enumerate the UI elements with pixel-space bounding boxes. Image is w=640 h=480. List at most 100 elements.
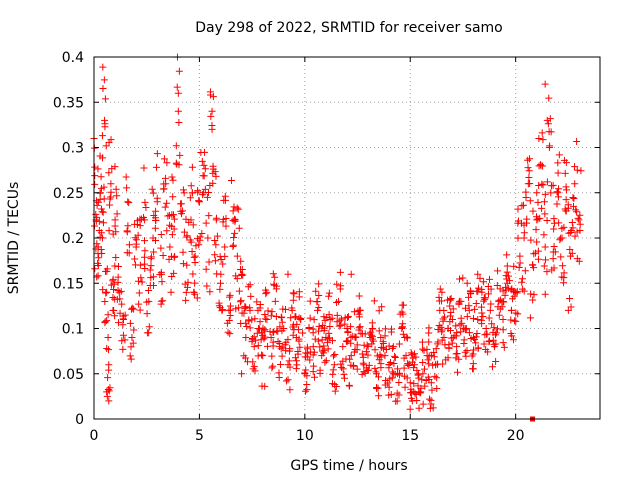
data-point [242,303,250,311]
data-point [358,330,366,338]
data-point [134,277,142,285]
data-point [534,215,542,223]
data-point [555,185,563,193]
data-point [208,107,216,115]
data-point [344,313,352,321]
data-point [226,330,234,338]
data-point [445,344,453,352]
data-point [135,289,143,297]
data-point [526,155,534,163]
data-point [391,353,399,361]
data-point [325,292,333,300]
data-point [331,387,339,395]
data-point [568,219,576,227]
data-point [518,275,526,283]
data-point [320,313,328,321]
data-point [363,341,371,349]
data-point [533,189,541,197]
data-point [299,329,307,337]
data-point [103,317,111,325]
data-point [420,346,428,354]
data-point [258,351,266,359]
data-point [492,340,500,348]
data-point [573,166,581,174]
data-point [389,370,397,378]
data-point [503,268,511,276]
data-point [400,364,408,372]
data-point [429,404,437,412]
data-point [573,228,581,236]
data-point [253,298,261,306]
data-point [541,290,549,298]
data-point [306,356,314,364]
data-point [368,333,376,341]
data-point [426,404,434,412]
data-point [321,358,329,366]
data-point [191,259,199,267]
data-point [438,336,446,344]
data-point [549,255,557,263]
data-point [541,80,549,88]
grid-lines [94,57,600,419]
data-point [320,346,328,354]
data-point [538,204,546,212]
data-point [477,303,485,311]
data-point [232,272,240,280]
data-point [474,315,482,323]
data-point [103,288,111,296]
data-point [151,224,159,232]
data-point [269,338,277,346]
data-point [103,392,111,400]
data-point [94,259,102,267]
data-point [288,304,296,312]
data-point [524,156,532,164]
data-point [488,363,496,371]
data-point [201,148,209,156]
data-point [172,142,180,150]
data-point [315,280,323,288]
data-point [313,298,321,306]
data-point [512,317,520,325]
data-point [190,253,198,261]
data-point [493,281,501,289]
data-point [385,383,393,391]
data-point [555,151,563,159]
y-tick-label: 0.05 [53,367,84,383]
data-point [378,303,386,311]
data-point [530,291,538,299]
data-point [177,207,185,215]
data-point [301,369,309,377]
data-point [337,315,345,323]
data-point [394,365,402,373]
data-point [388,325,396,333]
data-point [381,325,389,333]
data-point [463,346,471,354]
data-point [351,333,359,341]
data-point [233,204,241,212]
data-point [256,318,264,326]
data-point [286,386,294,394]
data-point [262,290,270,298]
data-point [430,353,438,361]
data-point [261,333,269,341]
data-point [109,230,117,238]
data-point [303,381,311,389]
data-point [347,323,355,331]
x-tick-label: 20 [507,428,525,444]
data-point [519,201,527,209]
data-point [325,289,333,297]
data-point [518,278,526,286]
data-point [136,261,144,269]
data-point [462,325,470,333]
data-point [213,214,221,222]
data-point [425,352,433,360]
data-point [106,384,114,392]
data-point [423,345,431,353]
data-point [331,351,339,359]
data-point [231,216,239,224]
data-point [289,296,297,304]
data-point [147,253,155,261]
data-point [339,343,347,351]
data-point [532,226,540,234]
